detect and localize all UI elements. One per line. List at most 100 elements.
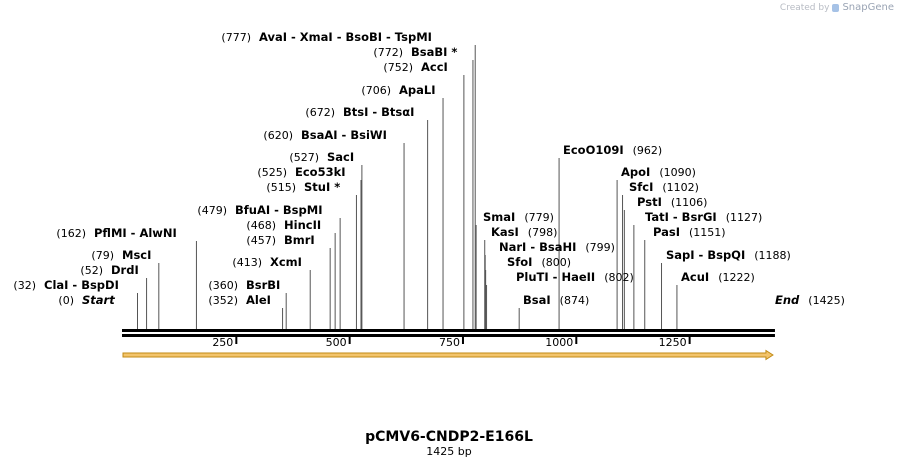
- site-name-1222: AcuI: [681, 270, 709, 284]
- site-label-527: (527) SacI: [289, 150, 354, 164]
- ruler: 250 500 750 1000 1250: [212, 336, 691, 349]
- feature-arrow-layer: [122, 349, 774, 361]
- site-position-79: (79): [91, 249, 114, 262]
- credit-prefix: Created by: [779, 2, 830, 13]
- site-name-1127: TatI - BsrGI: [645, 210, 717, 224]
- site-name-752: AccI: [421, 60, 448, 74]
- site-name-798: KasI: [491, 225, 519, 239]
- site-position-800: (800): [541, 256, 571, 269]
- site-name-772: BsaBI *: [411, 45, 457, 59]
- site-position-752: (752): [383, 61, 413, 74]
- site-label-515: (515) StuI *: [266, 180, 340, 194]
- site-label-962: EcoO109I (962): [563, 143, 662, 157]
- site-name-468: HincII: [284, 218, 321, 232]
- site-label-752: (752) AccI: [383, 60, 447, 74]
- site-name-620: BsaAI - BsiWI: [301, 128, 387, 142]
- site-position-1102: (1102): [662, 181, 699, 194]
- site-position-802: (802): [604, 271, 634, 284]
- ruler-label-1250: 1250: [659, 336, 687, 349]
- site-name-962: EcoO109I: [563, 143, 624, 157]
- site-position-413: (413): [232, 256, 262, 269]
- site-label-779: SmaI (779): [483, 210, 554, 224]
- site-name-479: BfuAI - BspMI: [235, 203, 322, 217]
- site-position-52: (52): [80, 264, 103, 277]
- site-label-672: (672) BtsI - BtsαI: [305, 105, 414, 119]
- site-position-777: (777): [221, 31, 251, 44]
- site-position-352: (352): [208, 294, 238, 307]
- site-label-772: (772) BsaBI *: [373, 45, 457, 59]
- backbone-top-strand: [122, 329, 775, 332]
- site-position-706: (706): [361, 84, 391, 97]
- site-name-162: PflMI - AlwNI: [94, 226, 177, 240]
- site-name-525: Eco53kI: [295, 165, 346, 179]
- site-label-1188: SapI - BspQI (1188): [666, 248, 791, 262]
- ruler-label-750: 750: [439, 336, 460, 349]
- site-name-802: PluTI - HaeII: [516, 270, 595, 284]
- site-name-0: Start: [82, 293, 115, 307]
- snapgene-logo-icon: [832, 3, 840, 12]
- site-position-1188: (1188): [754, 249, 791, 262]
- site-name-1106: PstI: [637, 195, 662, 209]
- site-label-800: SfoI (800): [507, 255, 571, 269]
- site-name-1102: SfcI: [629, 180, 653, 194]
- cut-site-lines: [137, 45, 678, 330]
- site-label-352: (352) AleI: [208, 293, 271, 307]
- site-name-777: AvaI - XmaI - BsoBI - TspMI: [259, 30, 432, 44]
- site-name-79: MscI: [122, 248, 151, 262]
- site-name-706: ApaLI: [399, 83, 436, 97]
- site-label-479: (479) BfuAI - BspMI: [197, 203, 322, 217]
- ruler-label-250: 250: [212, 336, 233, 349]
- site-position-799: (799): [585, 241, 615, 254]
- site-name-457: BmrI: [284, 233, 315, 247]
- site-label-413: (413) XcmI: [232, 255, 302, 269]
- ruler-label-500: 500: [326, 336, 347, 349]
- site-position-772: (772): [373, 46, 403, 59]
- ruler-label-1000: 1000: [545, 336, 573, 349]
- plasmid-title: pCMV6-CNDP2-E166L: [365, 429, 533, 445]
- site-position-360: (360): [208, 279, 238, 292]
- site-position-672: (672): [305, 106, 335, 119]
- site-position-1090: (1090): [659, 166, 696, 179]
- site-position-962: (962): [633, 144, 663, 157]
- site-label-799: NarI - BsaHI (799): [499, 240, 615, 254]
- cut-site-labels: (0) Start (32) ClaI - BspDI(52) DrdI(79) MscI…: [13, 30, 844, 307]
- site-label-1102: SfcI (1102): [629, 180, 699, 194]
- site-label-525: (525) Eco53kI: [257, 165, 345, 179]
- site-name-874: BsaI: [523, 293, 551, 307]
- credit-brand: SnapGene: [842, 2, 894, 13]
- site-name-799: NarI - BsaHI: [499, 240, 576, 254]
- feature-arrow: [122, 349, 774, 361]
- site-position-527: (527): [289, 151, 319, 164]
- site-name-527: SacI: [327, 150, 354, 164]
- site-position-779: (779): [524, 211, 554, 224]
- site-position-874: (874): [560, 294, 590, 307]
- snapgene-credit: Created by SnapGene: [780, 2, 894, 13]
- site-label-0: (0) Start: [58, 293, 115, 307]
- site-name-1090: ApoI: [621, 165, 650, 179]
- site-name-413: XcmI: [270, 255, 302, 269]
- plasmid-length: 1425 bp: [426, 445, 472, 458]
- site-name-352: AleI: [246, 293, 271, 307]
- site-label-79: (79) MscI: [91, 248, 151, 262]
- site-position-1425: (1425): [808, 294, 845, 307]
- site-name-52: DrdI: [111, 263, 139, 277]
- site-label-1151: PasI (1151): [653, 225, 726, 239]
- site-name-779: SmaI: [483, 210, 515, 224]
- site-position-479: (479): [197, 204, 227, 217]
- site-position-162: (162): [56, 227, 86, 240]
- site-position-32: (32): [13, 279, 36, 292]
- site-position-0: (0): [58, 294, 74, 307]
- site-position-468: (468): [246, 219, 276, 232]
- site-position-1222: (1222): [718, 271, 755, 284]
- site-name-1151: PasI: [653, 225, 680, 239]
- site-label-798: KasI (798): [491, 225, 557, 239]
- site-name-32: ClaI - BspDI: [44, 278, 119, 292]
- site-label-1106: PstI (1106): [637, 195, 707, 209]
- site-name-1188: SapI - BspQI: [666, 248, 745, 262]
- site-label-457: (457) BmrI: [246, 233, 314, 247]
- sequence-backbone: [122, 329, 775, 337]
- site-label-620: (620) BsaAI - BsiWI: [263, 128, 386, 142]
- site-label-162: (162) PflMI - AlwNI: [56, 226, 176, 240]
- site-position-798: (798): [528, 226, 558, 239]
